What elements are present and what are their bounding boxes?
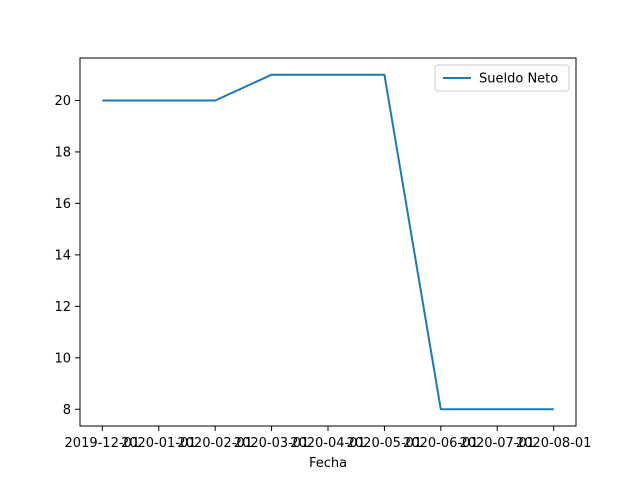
x-tick-label: 2020-02-01 (177, 436, 253, 451)
x-tick-label: 2020-07-01 (459, 436, 535, 451)
series-lines (102, 73, 554, 411)
y-tick-label: 18 (54, 145, 71, 160)
y-tick-label: 20 (54, 94, 71, 109)
y-tick-label: 10 (54, 351, 71, 366)
x-tick-label: 2020-03-01 (234, 436, 310, 451)
y-tick-label: 14 (54, 248, 71, 263)
legend-label-0: Sueldo Neto (479, 72, 558, 87)
x-axis-ticks: 2019-12-012020-01-012020-02-012020-03-01… (65, 426, 592, 451)
legend-box (434, 64, 570, 92)
x-tick-label: 2020-04-01 (290, 436, 366, 451)
plot-area (80, 58, 576, 426)
x-tick-label: 2020-05-01 (347, 436, 423, 451)
plot-background (80, 58, 576, 426)
legend: Sueldo Neto (434, 64, 570, 92)
x-tick-label: 2020-06-01 (403, 436, 479, 451)
y-tick-label: 12 (54, 300, 71, 315)
x-tick-label: 2019-12-01 (65, 436, 141, 451)
y-tick-label: 8 (63, 403, 71, 418)
x-tick-label: 2020-01-01 (121, 436, 197, 451)
x-tick-label: 2020-08-01 (516, 436, 592, 451)
series-line-0 (102, 73, 554, 411)
x-axis-label: Fecha (309, 456, 347, 471)
y-tick-label: 16 (54, 197, 71, 212)
y-axis-ticks: 8 10 12 14 16 18 20 (54, 94, 80, 418)
